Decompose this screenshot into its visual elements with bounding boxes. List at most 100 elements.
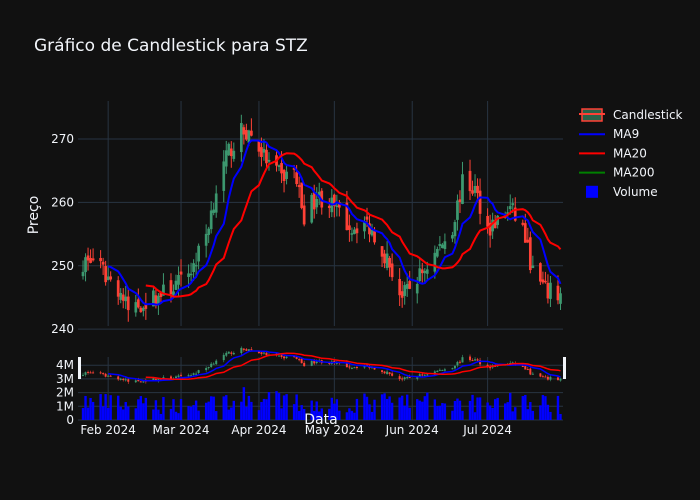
overlay-candle-body — [205, 368, 208, 371]
overlay-candle-body — [257, 350, 260, 354]
volume-bar — [89, 398, 92, 420]
volume-bar — [187, 405, 190, 420]
volume-bar — [546, 404, 550, 420]
overlay-candle-body — [122, 379, 125, 381]
volume-bar — [559, 414, 562, 420]
candle-body — [242, 127, 246, 135]
overlay-candle-body — [398, 376, 401, 380]
candle-body — [101, 261, 105, 265]
volume-bar — [549, 411, 552, 420]
overlay-candle-body — [421, 374, 424, 376]
overlay-candle-body — [227, 351, 230, 354]
volume-bar — [511, 411, 514, 420]
overlay-candle-body — [386, 371, 389, 375]
volume-bar — [486, 402, 489, 420]
candle-body — [189, 273, 193, 276]
candle-body — [265, 149, 268, 164]
volume-bar — [436, 405, 439, 420]
volume-bar — [451, 410, 454, 420]
candle-body — [245, 129, 248, 140]
candle-body — [315, 199, 319, 208]
volume-bar — [348, 408, 351, 420]
candle-body — [350, 233, 354, 235]
volume-bar — [262, 398, 266, 420]
overlay-candle-body — [190, 375, 193, 377]
volume-bar — [363, 393, 366, 420]
overlay-candle-body — [443, 369, 446, 371]
candle-body — [423, 270, 427, 274]
volume-bar — [119, 406, 122, 420]
volume-bar — [222, 396, 225, 420]
candle-body — [247, 130, 251, 143]
overlay-candle-body — [451, 368, 454, 370]
overlay-candle-body — [137, 379, 140, 382]
volume-bar — [544, 396, 547, 420]
volume-bar — [169, 408, 173, 420]
candle-body — [174, 280, 178, 290]
candle-body — [104, 266, 107, 283]
price-tick-label: 240 — [51, 322, 74, 336]
candle-body — [433, 252, 437, 272]
volume-bar — [225, 395, 228, 420]
overlay-candle-body — [265, 352, 268, 356]
volume-bar — [493, 399, 497, 420]
volume-bar — [350, 410, 354, 420]
legend-item-volume[interactable]: Volume — [586, 185, 658, 199]
volume-tick-label: 0 — [66, 413, 74, 427]
series-line-ma20 — [145, 152, 562, 298]
candle-body — [209, 210, 213, 230]
overlay-candle-body — [175, 376, 178, 379]
candle-body — [521, 222, 525, 225]
volume-bar — [292, 404, 296, 420]
candle-body — [152, 290, 155, 307]
legend-item-ma20[interactable]: MA20 — [579, 146, 647, 160]
volume-bar — [458, 400, 462, 420]
legend-item-ma200[interactable]: MA200 — [579, 166, 654, 180]
volume-bar — [192, 405, 195, 420]
candle-body — [99, 258, 102, 262]
overlay-candle-body — [401, 378, 404, 380]
candle-body — [345, 202, 349, 231]
overlay-candle-body — [134, 380, 137, 383]
volume-bar — [313, 410, 316, 420]
overlay-candle-body — [195, 373, 198, 375]
volume-bar — [388, 396, 391, 420]
legend-item-ma9[interactable]: MA9 — [579, 127, 639, 141]
rangeslider-handles[interactable] — [78, 357, 566, 379]
volume-bar — [390, 402, 394, 420]
candle-body — [523, 223, 527, 243]
x-axis: Feb 2024 Mar 2024 Apr 2024 May 2024 Jun 2024… — [80, 423, 512, 437]
candle-body — [473, 186, 477, 193]
volume-bar — [526, 409, 530, 420]
candle-body — [162, 284, 165, 296]
overlay-candle-body — [348, 366, 351, 368]
overlay-candle-body — [247, 349, 250, 352]
overlay-candle-body — [458, 361, 461, 363]
volume-bar — [172, 399, 175, 420]
overlay-line-ma9 — [108, 350, 561, 382]
candle-body — [451, 235, 454, 239]
volume-bar — [139, 396, 143, 420]
overlay-candle-body — [391, 373, 394, 376]
candle-body — [187, 273, 190, 277]
volume-bar — [353, 412, 356, 420]
volume-bar — [476, 397, 479, 420]
volume-bars — [81, 387, 562, 420]
overlay-candle-body — [335, 362, 338, 364]
overlay-candle-body — [315, 361, 318, 364]
volume-bar — [204, 402, 208, 420]
x-tick-label: Jun 2024 — [385, 423, 439, 437]
candle-body — [415, 284, 419, 294]
legend[interactable]: Candlestick MA9 MA20 MA200 Volume — [579, 108, 683, 199]
candle-body — [91, 258, 95, 261]
overlay-candle-body — [225, 352, 228, 356]
legend-item-candlestick[interactable]: Candlestick — [579, 108, 683, 122]
volume-bar — [154, 400, 158, 420]
overlay-candle-body — [215, 360, 218, 365]
candle-body — [348, 225, 351, 231]
candle-body — [513, 207, 517, 221]
volume-bar — [461, 410, 464, 420]
overlay-candle-body — [541, 376, 544, 378]
overlay-candle-body — [92, 372, 95, 374]
